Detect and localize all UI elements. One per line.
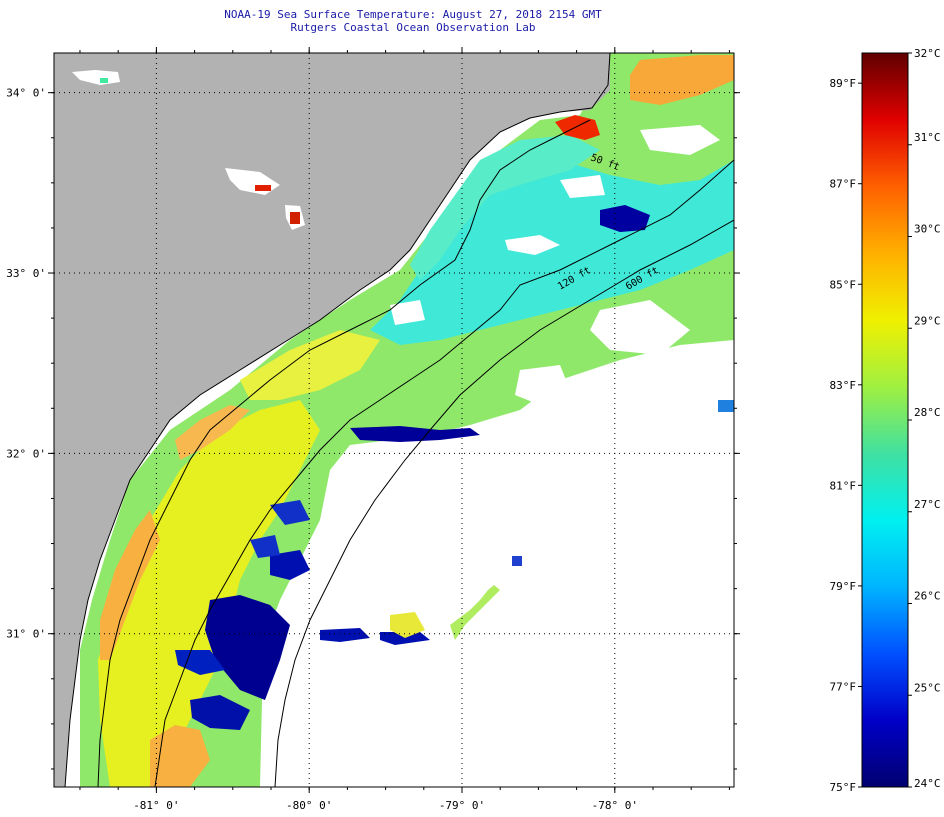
sst-field-cold-5 bbox=[270, 550, 310, 580]
graticule bbox=[54, 53, 734, 787]
sst-field-yellow bbox=[98, 400, 320, 787]
map-area: 50 ft 120 ft 600 ft bbox=[54, 53, 734, 787]
colorbar-c-label: 29°C bbox=[914, 314, 941, 327]
lat-label: 32° 0' bbox=[6, 447, 46, 460]
inland-water bbox=[72, 70, 305, 230]
lat-label: 33° 0' bbox=[6, 267, 46, 280]
sst-field-warm-spot bbox=[555, 115, 600, 140]
colorbar-c-label: 31°C bbox=[914, 131, 941, 144]
map-title: NOAA-19 Sea Surface Temperature: August … bbox=[224, 8, 602, 21]
map-frame bbox=[53, 52, 735, 788]
lat-label: 31° 0' bbox=[6, 628, 46, 641]
map-subtitle: Rutgers Coastal Ocean Observation Lab bbox=[290, 21, 536, 34]
colorbar-c-label: 28°C bbox=[914, 406, 941, 419]
sst-field-orange-coast-2 bbox=[175, 405, 250, 460]
colorbar-f-label: 77°F bbox=[830, 680, 857, 693]
sst-field-offshore-dot bbox=[512, 556, 522, 566]
sst-field-cyan-coast bbox=[410, 135, 600, 280]
colorbar-f-label: 89°F bbox=[830, 77, 857, 90]
colorbar-c-label: 25°C bbox=[914, 681, 941, 694]
sst-field-cold-3 bbox=[350, 426, 480, 442]
isobath-120ft bbox=[154, 159, 734, 787]
lat-label: 34° 0' bbox=[6, 87, 46, 100]
lon-label: -80° 0' bbox=[286, 799, 332, 812]
cloud-gap bbox=[390, 125, 720, 405]
lake-warm-spot-2 bbox=[290, 212, 300, 224]
colorbar bbox=[861, 52, 909, 788]
colorbar-f-label: 87°F bbox=[830, 178, 857, 191]
sst-field-yellow-2 bbox=[240, 330, 380, 400]
sst-field-cold-8 bbox=[250, 500, 310, 558]
sst-field-cyan bbox=[370, 160, 734, 345]
colorbar-c-label: 32°C bbox=[914, 47, 941, 60]
sst-field-orange-south bbox=[150, 725, 210, 787]
isobath-600ft bbox=[274, 219, 734, 787]
lon-label: -79° 0' bbox=[439, 799, 485, 812]
sst-field-offshore-patch-2 bbox=[450, 585, 500, 640]
land-mass bbox=[54, 53, 610, 787]
sst-field-edge-dot bbox=[718, 400, 734, 412]
lake-cyan-spot bbox=[100, 78, 108, 83]
colorbar-f-label: 83°F bbox=[830, 379, 857, 392]
lon-label: -78° 0' bbox=[592, 799, 638, 812]
colorbar-c-label: 24°C bbox=[914, 777, 941, 790]
sst-field-offshore-patch bbox=[390, 612, 425, 638]
colorbar-f-label: 81°F bbox=[830, 479, 857, 492]
sst-field-cold-7 bbox=[175, 650, 225, 675]
colorbar-f-label: 75°F bbox=[830, 781, 857, 794]
coastline bbox=[64, 53, 611, 787]
lon-label: -81° 0' bbox=[133, 799, 179, 812]
sst-field-cold-4 bbox=[600, 205, 650, 232]
sst-field-cold-1 bbox=[205, 595, 290, 700]
map-axes: 34° 0' 33° 0' 32° 0' 31° 0' -81° 0' -80° 0' -7… bbox=[6, 47, 740, 812]
lake-warm-spot bbox=[255, 185, 271, 191]
colorbar-c-label: 27°C bbox=[914, 498, 941, 511]
colorbar-ticks: 32°C 31°C 30°C 29°C 28°C 27°C 26°C 25°C 24°C 89°F… bbox=[830, 47, 941, 794]
sst-field-orange-ne bbox=[630, 55, 734, 105]
sst-field-orange-coast bbox=[100, 510, 160, 660]
isobath-50ft bbox=[97, 119, 591, 787]
colorbar-c-label: 30°C bbox=[914, 223, 941, 236]
sst-field-cold-2 bbox=[190, 695, 250, 730]
colorbar-f-label: 79°F bbox=[830, 580, 857, 593]
colorbar-c-label: 26°C bbox=[914, 590, 941, 603]
colorbar-f-label: 85°F bbox=[830, 278, 857, 291]
